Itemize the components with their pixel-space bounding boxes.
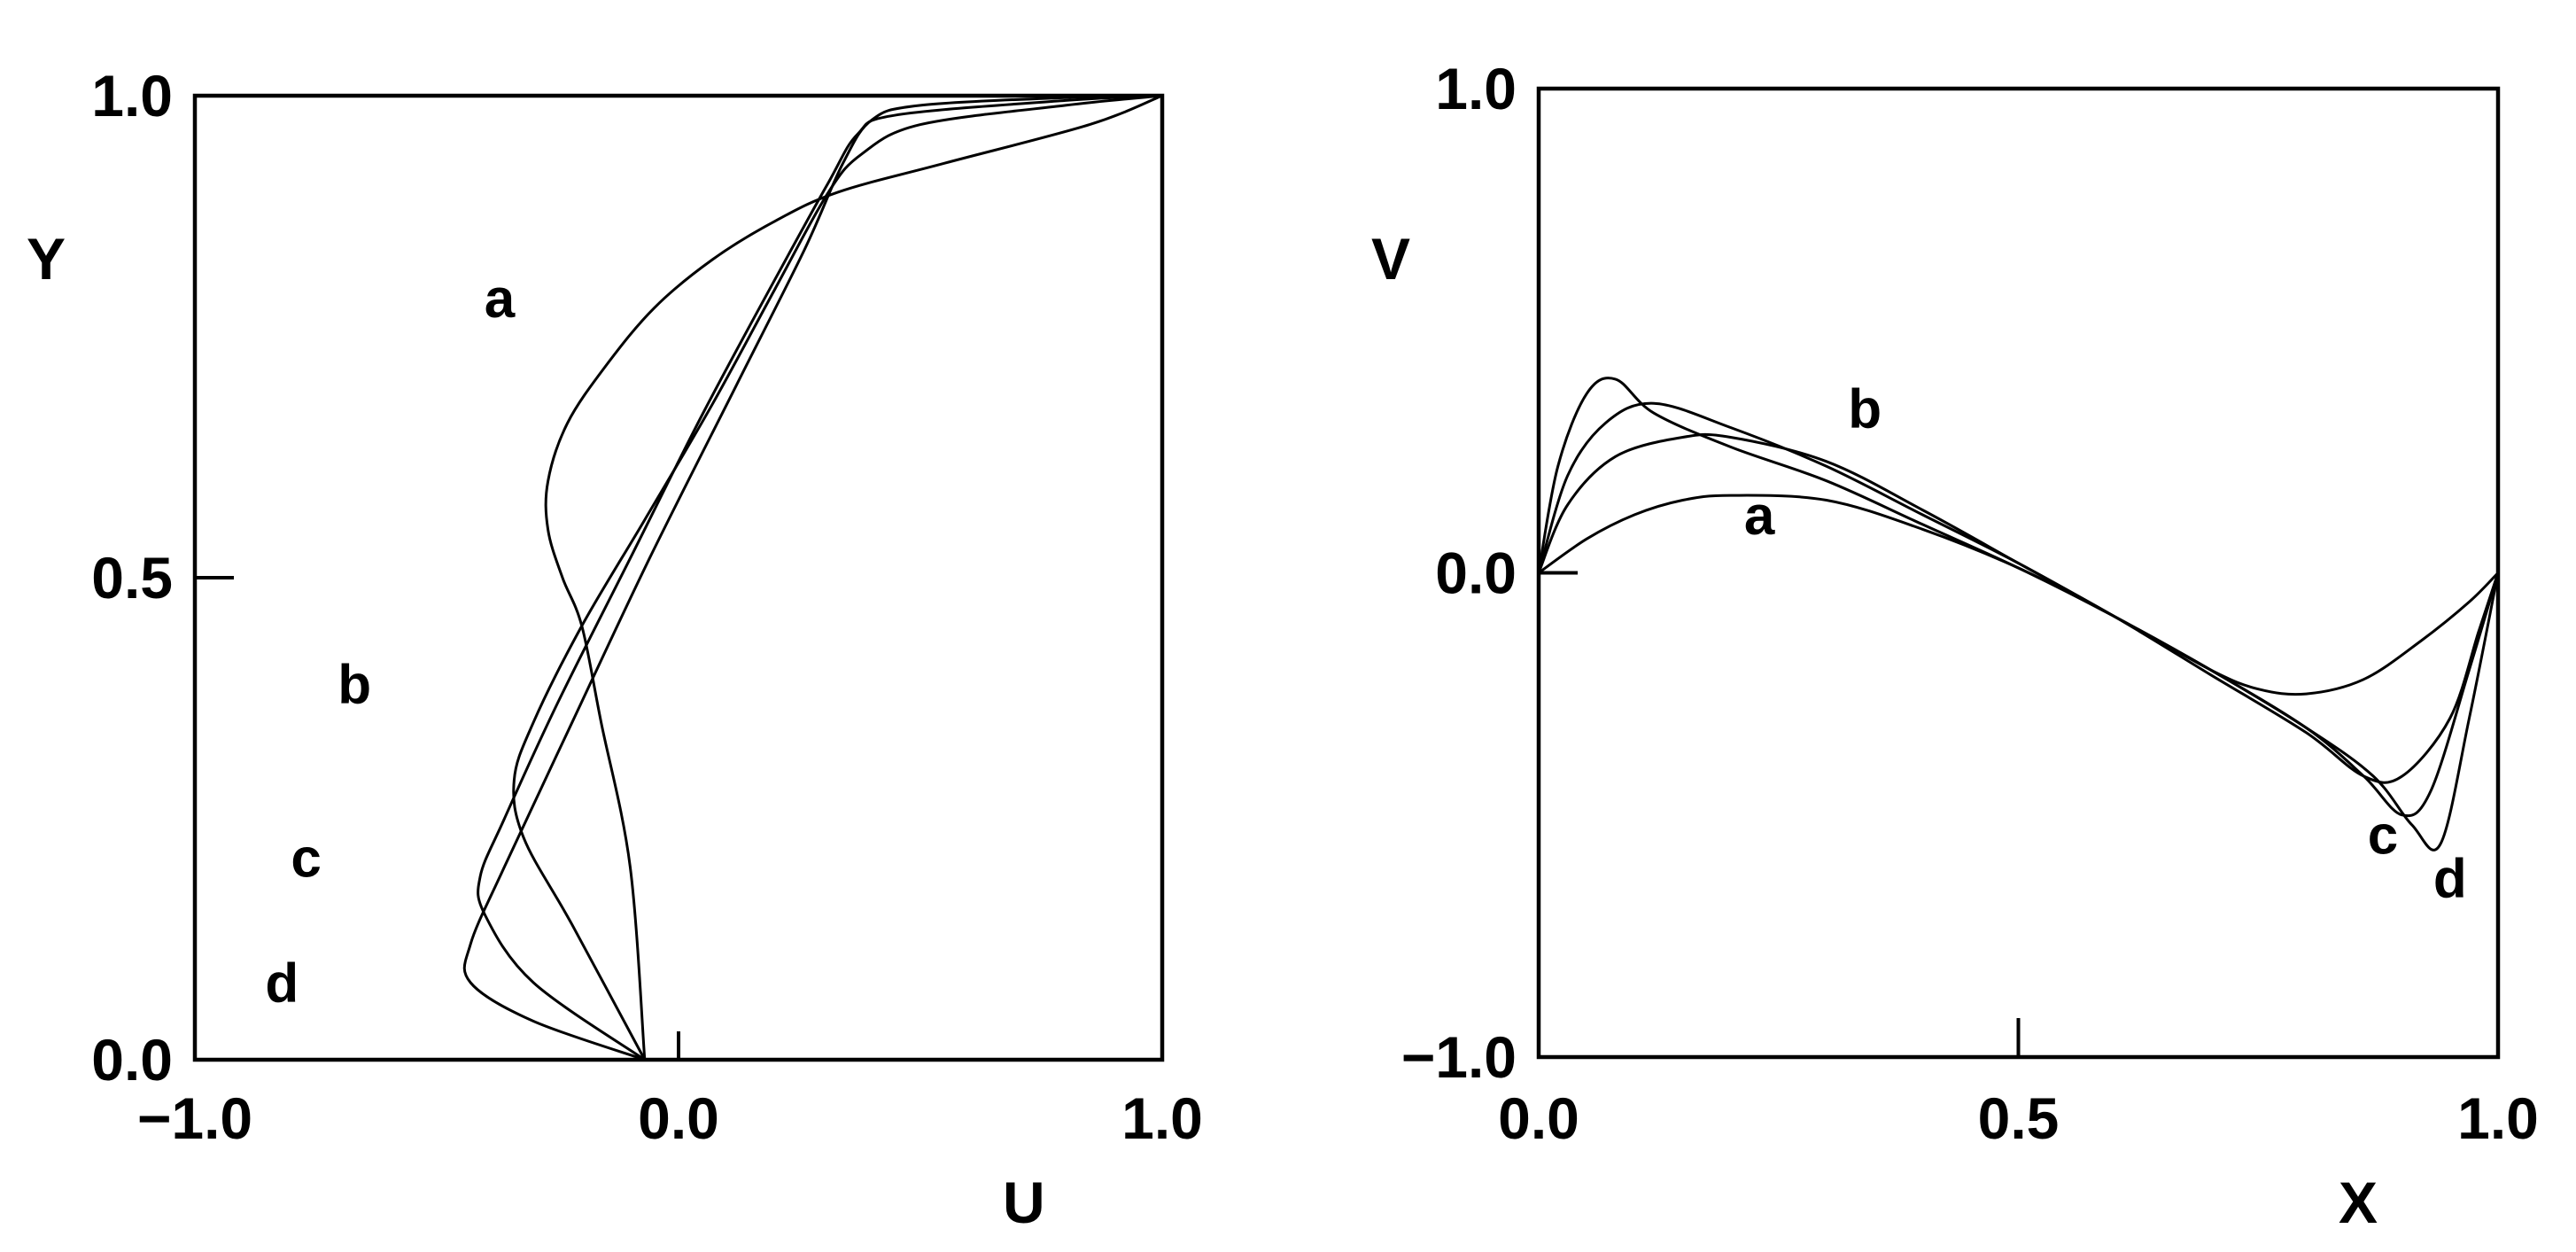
- x-axis-label: U: [1003, 1170, 1045, 1235]
- curve-label-a: a: [1744, 486, 1775, 547]
- curve-label-b: b: [1848, 379, 1882, 440]
- x-tick-label: 0.5: [1978, 1085, 2060, 1151]
- x-tick-label: 0.0: [1498, 1085, 1579, 1151]
- x-axis-label: X: [2339, 1170, 2378, 1235]
- curve-label-c: c: [2368, 805, 2398, 866]
- curve-label-c: c: [291, 828, 321, 889]
- plot-frame: [1536, 86, 2501, 1060]
- plot-frame: [192, 93, 1165, 1062]
- x-tick-label: 0.0: [638, 1085, 719, 1151]
- x-tick-label: −1.0: [137, 1085, 252, 1151]
- y-tick-label: 0.0: [1435, 540, 1517, 606]
- curve-label-a: a: [485, 268, 516, 330]
- series-line-a: [1537, 494, 2500, 696]
- y-tick-label: −1.0: [1401, 1024, 1517, 1090]
- curve-label-d: d: [2433, 849, 2467, 910]
- y-tick-label: 0.0: [91, 1027, 173, 1093]
- series-line-b: [1537, 432, 2500, 784]
- series-line-c: [477, 94, 1164, 1061]
- y-tick-label: 0.5: [91, 545, 173, 610]
- y-axis-label: Y: [27, 226, 66, 292]
- y-axis-label: V: [1371, 226, 1410, 292]
- curve-label-b: b: [338, 654, 371, 715]
- y-tick-label: 1.0: [91, 63, 173, 128]
- y-tick-label: 1.0: [1435, 56, 1517, 121]
- x-tick-label: 1.0: [2457, 1085, 2539, 1151]
- x-tick-label: 1.0: [1121, 1085, 1203, 1151]
- series-line-d: [1537, 377, 2500, 852]
- series-line-a: [544, 94, 1164, 1061]
- series-line-d: [462, 94, 1164, 1061]
- series-line-c: [1537, 401, 2500, 818]
- series-line-b: [512, 94, 1164, 1061]
- curve-label-d: d: [265, 953, 299, 1015]
